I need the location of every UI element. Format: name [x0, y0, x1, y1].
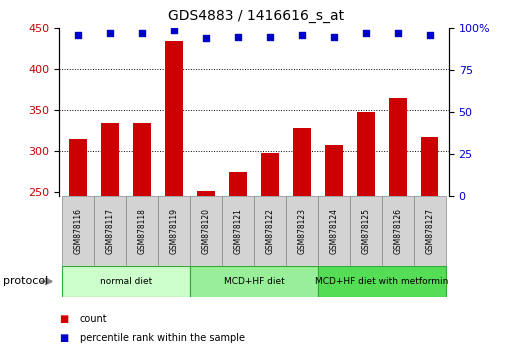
Bar: [158, 196, 190, 266]
Bar: [94, 196, 126, 266]
Text: GSM878122: GSM878122: [265, 208, 274, 254]
Text: GSM878124: GSM878124: [329, 208, 339, 254]
Text: GSM878116: GSM878116: [74, 208, 83, 254]
Text: count: count: [80, 314, 107, 324]
Point: [74, 32, 82, 38]
Bar: [357, 112, 374, 196]
Bar: [413, 196, 446, 266]
Bar: [254, 196, 286, 266]
Text: GDS4883 / 1416616_s_at: GDS4883 / 1416616_s_at: [168, 9, 345, 23]
Point: [106, 30, 114, 36]
Bar: [197, 191, 215, 196]
Point: [298, 32, 306, 38]
Text: GSM878123: GSM878123: [298, 208, 306, 254]
Bar: [190, 196, 222, 266]
Point: [234, 34, 242, 40]
Point: [393, 30, 402, 36]
Text: GSM878119: GSM878119: [169, 208, 179, 254]
Point: [362, 30, 370, 36]
Bar: [222, 196, 254, 266]
Bar: [190, 266, 318, 297]
Bar: [318, 196, 350, 266]
Bar: [318, 266, 446, 297]
Text: percentile rank within the sample: percentile rank within the sample: [80, 333, 245, 343]
Bar: [382, 196, 413, 266]
Text: GSM878117: GSM878117: [106, 208, 114, 254]
Bar: [325, 145, 343, 196]
Text: GSM878121: GSM878121: [233, 208, 243, 254]
Text: normal diet: normal diet: [100, 277, 152, 286]
Bar: [133, 122, 151, 196]
Point: [202, 36, 210, 41]
Bar: [261, 153, 279, 196]
Text: MCD+HF diet with metformin: MCD+HF diet with metformin: [315, 277, 448, 286]
Text: GSM878118: GSM878118: [137, 208, 147, 254]
Bar: [62, 196, 94, 266]
Text: GSM878127: GSM878127: [425, 208, 434, 254]
Bar: [229, 172, 247, 196]
Bar: [165, 41, 183, 196]
Bar: [350, 196, 382, 266]
Bar: [389, 98, 406, 196]
Point: [170, 27, 178, 33]
Bar: [62, 266, 190, 297]
Text: protocol: protocol: [3, 276, 48, 286]
Text: GSM878126: GSM878126: [393, 208, 402, 254]
Bar: [69, 139, 87, 196]
Point: [266, 34, 274, 40]
Text: ■: ■: [59, 314, 68, 324]
Point: [138, 30, 146, 36]
Bar: [286, 196, 318, 266]
Point: [426, 32, 434, 38]
Text: MCD+HF diet: MCD+HF diet: [224, 277, 284, 286]
Bar: [293, 129, 311, 196]
Bar: [421, 137, 439, 196]
Text: ■: ■: [59, 333, 68, 343]
Text: GSM878125: GSM878125: [361, 208, 370, 254]
Text: GSM878120: GSM878120: [202, 208, 210, 254]
Point: [330, 34, 338, 40]
Bar: [126, 196, 158, 266]
Bar: [102, 122, 119, 196]
